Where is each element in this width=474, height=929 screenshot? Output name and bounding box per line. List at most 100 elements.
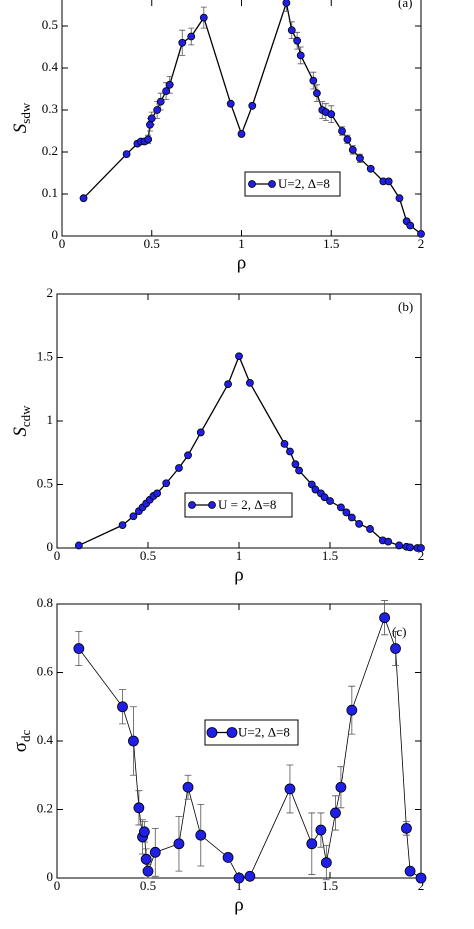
data-point bbox=[395, 541, 404, 550]
x-tick-label: 1.5 bbox=[322, 878, 338, 893]
data-point bbox=[311, 485, 320, 494]
y-axis-symbol: S bbox=[10, 123, 31, 133]
data-point bbox=[284, 783, 296, 795]
data-point bbox=[287, 26, 296, 35]
data-point bbox=[226, 99, 235, 108]
data-point bbox=[182, 781, 194, 793]
data-point bbox=[224, 380, 232, 389]
data-point bbox=[395, 194, 404, 203]
x-tick-label: 0 bbox=[59, 236, 66, 251]
y-tick-label: 0.2 bbox=[37, 800, 53, 815]
x-tick-label: 2 bbox=[418, 236, 425, 251]
y-axis-subscript: cdw bbox=[18, 405, 33, 427]
panel-label: (b) bbox=[398, 299, 413, 314]
data-point bbox=[291, 460, 300, 469]
x-tick-label: 1 bbox=[236, 878, 243, 893]
y-tick-label: 1.5 bbox=[37, 348, 53, 363]
data-point bbox=[286, 447, 294, 456]
legend-marker bbox=[248, 180, 256, 188]
data-point bbox=[406, 543, 414, 552]
legend-label: U = 2, Δ=8 bbox=[218, 497, 276, 512]
data-point bbox=[346, 704, 358, 716]
data-point bbox=[244, 870, 256, 882]
y-tick-label: 0.2 bbox=[42, 143, 58, 158]
data-point bbox=[138, 826, 150, 838]
data-point bbox=[415, 872, 427, 884]
y-tick-label: 0 bbox=[52, 227, 59, 242]
data-point bbox=[222, 852, 234, 863]
y-tick-label: 1 bbox=[47, 412, 54, 427]
y-tick-label: 0.8 bbox=[37, 595, 53, 610]
data-point bbox=[246, 378, 254, 387]
data-point bbox=[237, 130, 246, 138]
data-point bbox=[384, 537, 393, 546]
y-axis-subscript: dc bbox=[18, 730, 33, 743]
data-point bbox=[343, 135, 352, 144]
data-point bbox=[153, 489, 162, 498]
data-point bbox=[195, 829, 207, 841]
x-tick-label: 1 bbox=[238, 236, 245, 251]
data-point bbox=[406, 221, 415, 230]
data-point bbox=[327, 110, 336, 119]
y-tick-label: 0 bbox=[47, 539, 54, 554]
data-point bbox=[282, 0, 291, 7]
legend-label: U=2, Δ=8 bbox=[238, 724, 290, 739]
data-point bbox=[293, 36, 302, 45]
x-tick-label: 2 bbox=[418, 878, 425, 893]
data-point bbox=[348, 145, 357, 154]
data-point bbox=[366, 164, 375, 173]
data-point bbox=[162, 87, 171, 95]
legend-marker bbox=[188, 501, 196, 509]
data-point bbox=[355, 519, 364, 528]
x-tick-label: 0 bbox=[54, 548, 61, 563]
data-point bbox=[235, 352, 243, 361]
y-tick-label: 0.6 bbox=[37, 663, 54, 678]
y-axis-label: Scdw bbox=[10, 405, 33, 437]
y-axis-label: Ssdw bbox=[10, 102, 33, 133]
x-axis-label: ρ bbox=[234, 564, 243, 585]
x-tick-label: 0 bbox=[54, 878, 61, 893]
x-tick-label: 1 bbox=[236, 548, 243, 563]
y-tick-label: 0.1 bbox=[42, 185, 58, 200]
data-point bbox=[128, 735, 139, 747]
data-point bbox=[165, 80, 174, 89]
x-tick-label: 2 bbox=[418, 548, 425, 563]
data-point bbox=[296, 51, 305, 60]
data-point bbox=[149, 846, 161, 858]
data-point bbox=[320, 857, 332, 868]
data-point bbox=[309, 76, 318, 85]
legend-marker bbox=[226, 727, 238, 738]
data-point bbox=[417, 229, 425, 238]
data-point bbox=[248, 101, 257, 110]
y-tick-label: 0.5 bbox=[42, 17, 58, 32]
data-point bbox=[147, 114, 156, 123]
data-point bbox=[338, 127, 346, 135]
data-line bbox=[78, 616, 422, 879]
legend-label: U=2, Δ=8 bbox=[278, 176, 330, 191]
data-point bbox=[153, 106, 162, 114]
legend-marker bbox=[206, 727, 218, 738]
x-tick-label: 0.5 bbox=[140, 548, 156, 563]
data-point bbox=[142, 865, 154, 877]
data-point bbox=[320, 493, 329, 502]
data-point bbox=[401, 822, 412, 834]
data-point bbox=[122, 150, 131, 159]
y-tick-label: 0.5 bbox=[37, 475, 53, 490]
y-axis-symbol: S bbox=[10, 427, 31, 437]
data-point bbox=[117, 701, 128, 713]
x-tick-label: 0.5 bbox=[144, 236, 160, 251]
y-axis-label: σdc bbox=[10, 730, 33, 753]
y-axis-symbol: σ bbox=[10, 742, 31, 752]
y-tick-label: 0.4 bbox=[42, 59, 59, 74]
data-point bbox=[118, 521, 127, 530]
data-point bbox=[306, 838, 318, 850]
data-point bbox=[404, 865, 416, 877]
data-point bbox=[356, 154, 364, 163]
data-point bbox=[379, 612, 391, 624]
data-point bbox=[196, 428, 205, 437]
y-axis-subscript: sdw bbox=[18, 102, 33, 124]
legend-marker bbox=[268, 180, 276, 188]
data-point bbox=[417, 544, 425, 552]
